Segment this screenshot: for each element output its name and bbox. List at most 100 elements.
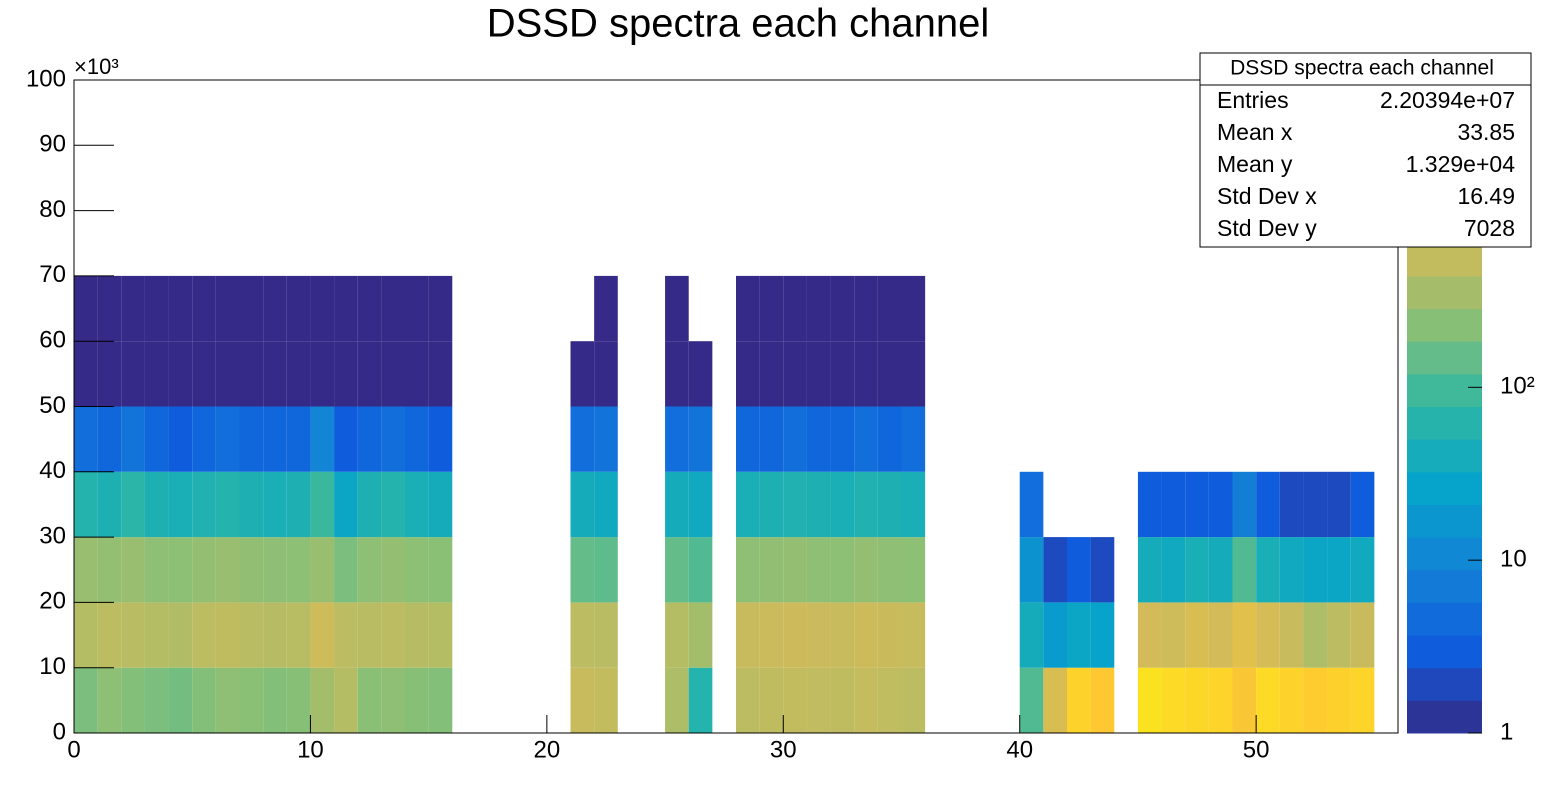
- heat-cell: [759, 406, 784, 472]
- heat-cell: [97, 602, 122, 668]
- colorbar-step: [1407, 308, 1482, 342]
- heat-cell: [854, 667, 878, 733]
- heat-cell: [1090, 537, 1115, 603]
- x-tick-label: 50: [1243, 736, 1270, 763]
- heat-cell: [1067, 667, 1091, 733]
- heat-cell: [334, 537, 358, 603]
- heat-cell: [901, 667, 926, 733]
- heat-cell: [239, 275, 264, 342]
- chart-title: DSSD spectra each channel: [487, 2, 990, 46]
- z-tick-label: 1: [1500, 718, 1513, 745]
- heat-cell: [1232, 537, 1257, 603]
- heat-cell: [405, 602, 429, 668]
- heat-cell: [192, 537, 216, 603]
- heat-cell: [594, 602, 618, 668]
- colorbar-step: [1407, 439, 1482, 473]
- heat-cell: [168, 275, 193, 342]
- heat-cell: [688, 667, 713, 733]
- heat-cell: [1327, 471, 1351, 538]
- heat-cell: [1185, 667, 1209, 733]
- heat-cell: [665, 537, 689, 603]
- heat-cell: [1232, 602, 1257, 668]
- y-tick-label: 50: [39, 392, 66, 419]
- heat-cell: [594, 341, 618, 407]
- heat-cell: [736, 537, 760, 603]
- heat-cell: [310, 471, 335, 538]
- heat-cell: [1043, 667, 1067, 733]
- heat-cell: [74, 537, 98, 603]
- heat-cell: [144, 406, 169, 472]
- heat-cell: [357, 471, 382, 538]
- heat-cell: [334, 275, 358, 342]
- heat-cell: [168, 667, 193, 733]
- heat-cell: [381, 602, 405, 668]
- heat-cell: [854, 406, 878, 472]
- heat-cell: [688, 602, 713, 668]
- stats-title: DSSD spectra each channel: [1230, 57, 1494, 80]
- heat-cell: [854, 341, 878, 407]
- heat-cell: [736, 471, 760, 538]
- heat-cell: [830, 537, 855, 603]
- heat-cell: [405, 406, 429, 472]
- colorbar-step: [1407, 373, 1482, 407]
- heat-cell: [1161, 537, 1186, 603]
- colorbar-step: [1407, 635, 1482, 669]
- colorbar-step: [1407, 700, 1482, 734]
- stats-value: 2.20394e+07: [1380, 87, 1515, 113]
- heat-cell: [97, 275, 122, 342]
- heat-cell: [1256, 667, 1280, 733]
- heat-cell: [783, 537, 807, 603]
- heat-cell: [286, 537, 311, 603]
- heat-cell: [263, 275, 287, 342]
- heat-cell: [1067, 602, 1091, 668]
- heat-cell: [192, 341, 216, 407]
- heat-cell: [286, 602, 311, 668]
- heat-cell: [215, 406, 240, 472]
- y-tick-label: 30: [39, 522, 66, 549]
- heat-cell: [901, 471, 926, 538]
- heat-cell: [263, 406, 287, 472]
- colorbar-step: [1407, 504, 1482, 538]
- heat-cell: [310, 602, 335, 668]
- heat-cell: [121, 406, 145, 472]
- heat-cell: [239, 667, 264, 733]
- heat-cell: [1279, 537, 1304, 603]
- heat-cell: [594, 406, 618, 472]
- colorbar-step: [1407, 243, 1482, 277]
- heat-cell: [901, 341, 926, 407]
- heat-cell: [74, 406, 98, 472]
- heat-cell: [192, 667, 216, 733]
- heat-cell: [665, 667, 689, 733]
- heat-cell: [381, 471, 405, 538]
- heat-cell: [783, 667, 807, 733]
- heat-cell: [806, 471, 831, 538]
- heat-cell: [877, 667, 902, 733]
- heat-cell: [286, 275, 311, 342]
- heat-cell: [736, 406, 760, 472]
- heat-cell: [594, 275, 618, 342]
- stats-value: 33.85: [1457, 119, 1515, 145]
- heat-cell: [1303, 602, 1328, 668]
- heat-cell: [263, 602, 287, 668]
- heat-cell: [1043, 537, 1067, 603]
- heat-cell: [286, 667, 311, 733]
- heat-cell: [144, 667, 169, 733]
- heat-cell: [1208, 602, 1233, 668]
- heat-cell: [168, 341, 193, 407]
- heat-cell: [830, 275, 855, 342]
- heat-cell: [854, 537, 878, 603]
- heat-cell: [121, 602, 145, 668]
- heat-cell: [830, 471, 855, 538]
- heat-cell: [830, 667, 855, 733]
- heat-cell: [286, 341, 311, 407]
- heat-cell: [144, 275, 169, 342]
- heat-cell: [1019, 537, 1044, 603]
- heat-cell: [263, 471, 287, 538]
- heat-cell: [901, 406, 926, 472]
- heat-cell: [1185, 471, 1209, 538]
- heat-cell: [830, 602, 855, 668]
- heat-cell: [263, 667, 287, 733]
- heat-cell: [1137, 667, 1162, 733]
- heat-cell: [357, 537, 382, 603]
